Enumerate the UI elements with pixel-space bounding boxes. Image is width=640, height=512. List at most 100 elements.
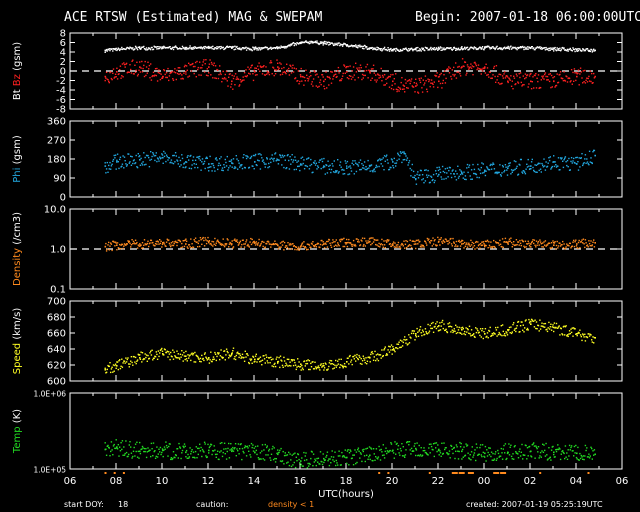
data-point bbox=[358, 161, 360, 164]
data-point bbox=[301, 156, 304, 158]
data-point bbox=[456, 173, 458, 175]
data-point bbox=[472, 163, 474, 166]
data-point bbox=[428, 332, 430, 334]
data-point bbox=[110, 242, 112, 244]
data-point bbox=[453, 241, 455, 243]
data-point bbox=[359, 457, 361, 459]
data-point bbox=[214, 65, 217, 67]
data-point-phi bbox=[208, 163, 210, 165]
data-point bbox=[370, 79, 372, 81]
data-point bbox=[422, 245, 424, 247]
data-point bbox=[468, 458, 471, 460]
data-point bbox=[313, 70, 315, 72]
data-point bbox=[506, 75, 508, 77]
data-point bbox=[453, 447, 455, 449]
data-point bbox=[233, 167, 235, 170]
data-point bbox=[260, 243, 262, 245]
data-point bbox=[280, 447, 282, 450]
data-point bbox=[187, 76, 189, 78]
data-point bbox=[148, 68, 150, 70]
data-point bbox=[390, 87, 393, 90]
data-point bbox=[247, 243, 249, 246]
data-point bbox=[481, 47, 483, 49]
data-point bbox=[294, 466, 297, 469]
data-point bbox=[508, 47, 510, 49]
data-point bbox=[412, 49, 414, 52]
data-point bbox=[216, 355, 218, 358]
data-point bbox=[577, 69, 580, 71]
data-point bbox=[415, 78, 417, 80]
data-point bbox=[294, 361, 296, 364]
caution-label: caution: bbox=[196, 500, 229, 509]
data-point bbox=[210, 242, 212, 245]
data-point bbox=[552, 240, 554, 242]
data-point bbox=[278, 451, 280, 454]
data-point bbox=[464, 61, 467, 63]
data-point bbox=[464, 330, 466, 333]
data-point bbox=[464, 245, 467, 247]
data-point bbox=[586, 81, 589, 83]
data-point bbox=[222, 70, 224, 73]
data-point bbox=[116, 78, 119, 80]
data-point bbox=[501, 246, 503, 248]
data-point bbox=[209, 155, 211, 158]
data-point bbox=[333, 245, 335, 247]
y-tick-label: -6 bbox=[56, 95, 66, 106]
data-point bbox=[541, 75, 543, 78]
data-point bbox=[383, 347, 386, 350]
data-point bbox=[302, 368, 304, 371]
data-point bbox=[427, 49, 429, 51]
data-point-bz bbox=[116, 71, 118, 73]
data-point bbox=[299, 169, 301, 172]
data-point bbox=[435, 244, 437, 246]
data-point bbox=[296, 460, 298, 462]
data-point bbox=[176, 160, 179, 162]
data-point bbox=[161, 448, 164, 450]
data-point bbox=[442, 452, 444, 455]
data-point bbox=[406, 87, 408, 89]
data-point bbox=[437, 86, 439, 89]
data-point bbox=[528, 75, 531, 77]
data-point bbox=[436, 321, 438, 323]
data-point bbox=[200, 446, 202, 449]
data-point bbox=[461, 326, 464, 329]
data-point-density bbox=[185, 243, 187, 245]
data-point bbox=[579, 166, 581, 168]
data-point bbox=[313, 162, 315, 164]
data-point bbox=[461, 333, 463, 335]
data-point bbox=[165, 245, 167, 247]
data-point bbox=[343, 456, 346, 458]
data-point bbox=[121, 366, 124, 368]
data-point-density bbox=[553, 244, 555, 246]
data-point bbox=[114, 73, 117, 75]
data-point bbox=[415, 183, 418, 185]
data-point bbox=[583, 458, 585, 461]
data-point bbox=[119, 156, 122, 158]
data-point bbox=[376, 46, 378, 49]
data-point bbox=[283, 249, 285, 251]
data-point bbox=[419, 48, 421, 50]
data-point bbox=[551, 165, 553, 168]
data-point bbox=[377, 73, 379, 75]
data-point bbox=[348, 173, 351, 175]
data-point bbox=[460, 240, 462, 243]
data-point bbox=[469, 175, 471, 177]
data-point bbox=[263, 355, 265, 357]
data-point-density bbox=[231, 243, 233, 245]
data-point bbox=[501, 334, 503, 337]
data-point bbox=[253, 168, 255, 170]
data-point bbox=[282, 71, 284, 73]
data-point bbox=[269, 62, 271, 64]
data-point bbox=[183, 355, 186, 357]
data-point bbox=[219, 158, 221, 160]
data-point bbox=[197, 357, 199, 359]
data-point bbox=[448, 453, 450, 455]
data-point bbox=[582, 164, 584, 167]
data-point bbox=[232, 450, 235, 452]
data-point bbox=[176, 47, 178, 49]
data-point bbox=[367, 356, 369, 359]
data-point bbox=[427, 239, 429, 241]
data-point bbox=[126, 358, 128, 361]
data-point bbox=[544, 47, 546, 49]
